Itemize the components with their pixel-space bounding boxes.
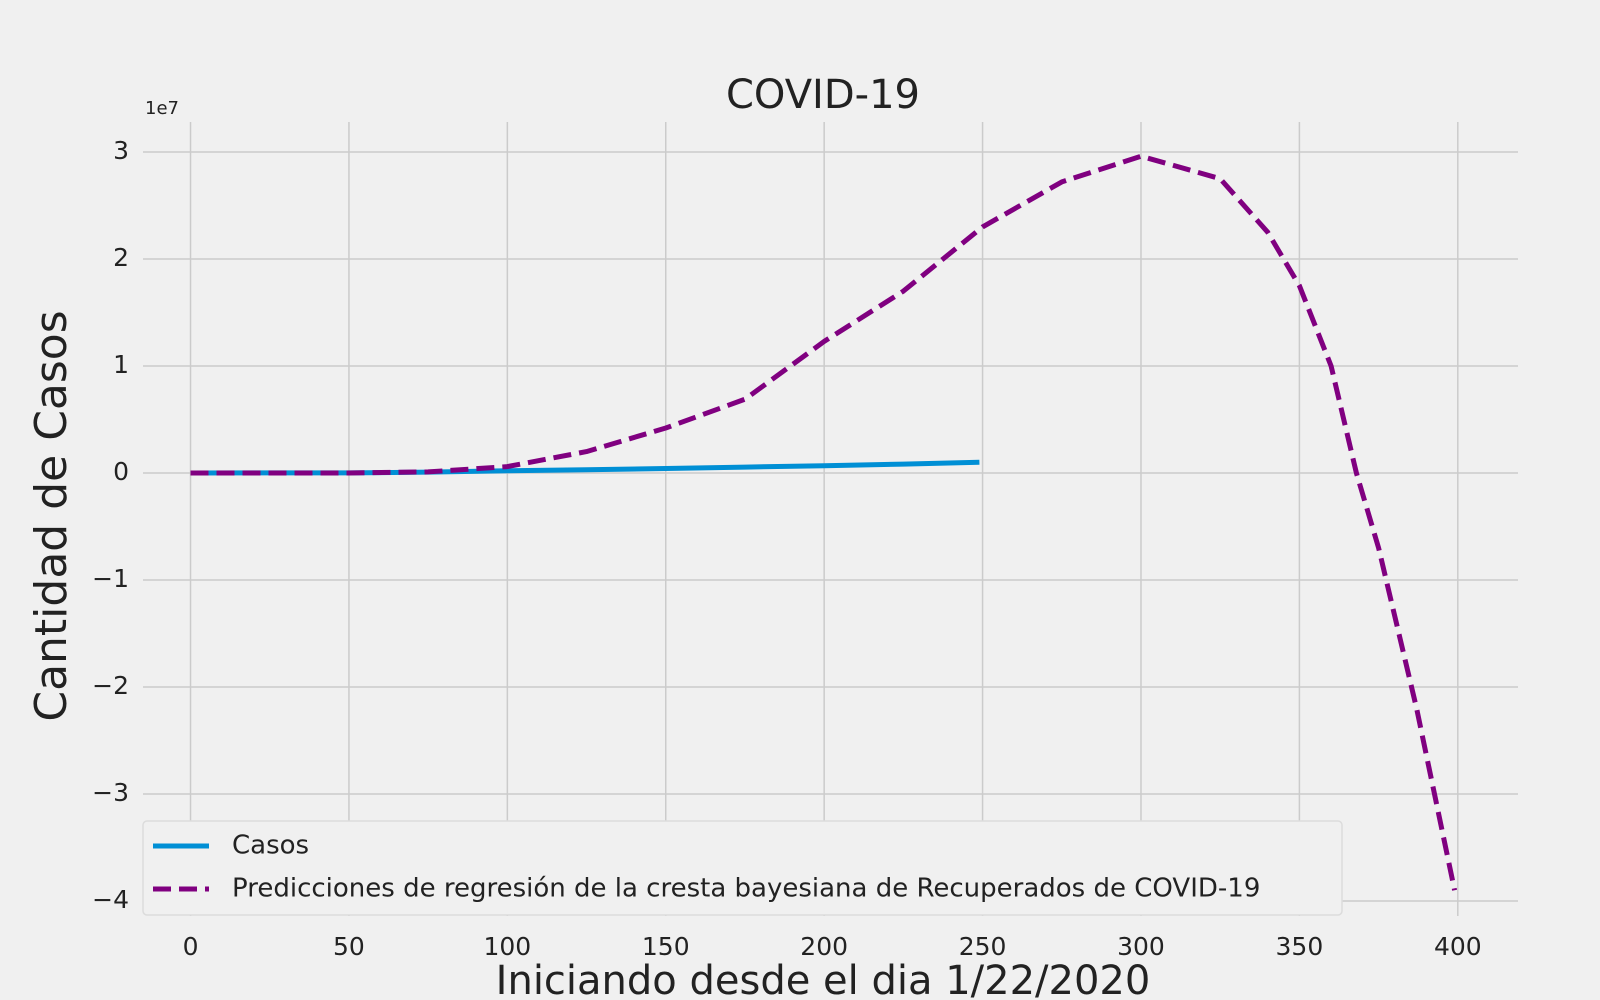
- y-tick-label: −1: [92, 564, 129, 593]
- chart-title: COVID-19: [726, 72, 920, 118]
- legend-label: Predicciones de regresión de la cresta b…: [232, 874, 1260, 904]
- y-tick-label: −3: [92, 778, 129, 807]
- y-axis-label: Cantidad de Casos: [26, 310, 77, 721]
- x-tick-label: 250: [959, 932, 1007, 961]
- x-tick-label: 200: [800, 932, 848, 961]
- x-tick-label: 150: [642, 932, 690, 961]
- x-tick-label: 0: [183, 932, 199, 961]
- y-tick-label: 3: [113, 136, 129, 165]
- data-line: [190, 153, 1458, 891]
- legend-box: [142, 820, 1343, 916]
- y-tick-label: 2: [113, 243, 129, 272]
- x-tick-label: 50: [333, 932, 365, 961]
- x-tick-label: 350: [1276, 932, 1324, 961]
- y-tick-label: 0: [113, 457, 129, 486]
- y-tick-label: −4: [92, 885, 129, 914]
- x-tick-label: 400: [1434, 932, 1482, 961]
- x-tick-label: 100: [483, 932, 531, 961]
- legend-label: Casos: [232, 831, 309, 861]
- y-tick-label: −2: [92, 671, 129, 700]
- x-axis-label: Iniciando desde el dia 1/22/2020: [496, 958, 1151, 1000]
- y-tick-label: 1: [113, 350, 129, 379]
- y-offset-label: 1e7: [145, 98, 179, 119]
- x-tick-label: 300: [1117, 932, 1165, 961]
